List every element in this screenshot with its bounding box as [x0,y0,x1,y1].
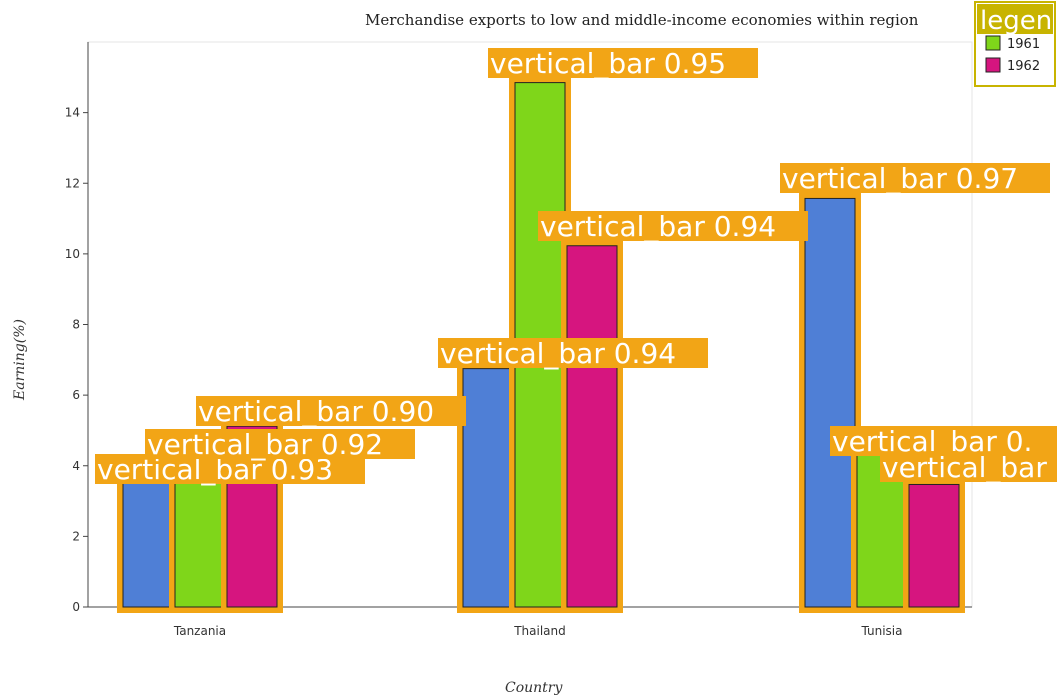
legend-title-box [977,4,1053,34]
legend-title: legen [980,6,1052,36]
x-tick-label: Tunisia [861,624,903,638]
annotation-box [780,163,1050,193]
annotation-box [196,396,466,426]
y-tick-label: 12 [65,176,80,190]
bar[interactable] [566,245,618,608]
annotation-label: vertical_bar 0.94 [440,337,676,370]
annotation-box [880,452,1057,482]
annotation-label: vertical_bar 0.95 [490,47,726,80]
legend-swatch [985,57,1001,73]
bar-highlight [799,192,861,613]
x-tick-label: Thailand [513,624,566,638]
bar[interactable] [804,197,856,608]
legend-swatch [985,35,1001,51]
y-axis-label: Earning(%) [12,319,28,401]
bar[interactable] [908,483,960,608]
bar[interactable] [462,368,514,608]
y-tick-label: 10 [65,247,80,261]
legend-entry: 1961 [1007,37,1040,52]
chart-title: Merchandise exports to low and middle-in… [365,11,919,29]
bar[interactable] [122,482,174,608]
y-tick-label: 8 [72,318,80,332]
annotation-box [538,211,808,241]
annotation-box [438,338,708,368]
x-axis-label: Country [505,680,563,696]
bar[interactable] [174,479,226,608]
y-tick-label: 2 [72,529,80,543]
annotation-label: vertical_bar 0.97 [782,162,1018,195]
x-tick-label: Tanzania [173,624,226,638]
annotation-box [488,48,758,78]
y-tick-label: 0 [72,600,80,614]
annotation-box [145,429,415,459]
annotation-label: vertical_bar 0.94 [540,210,776,243]
y-tick-label: 14 [65,106,80,120]
annotation-label: vertical_bar 0.90 [198,395,434,428]
annotation-label: vertical_bar 0.92 [147,428,383,461]
y-tick-label: 6 [72,388,80,402]
y-tick-label: 4 [72,459,80,473]
legend-entry: 1962 [1007,59,1040,74]
annotation-label: vertical_bar [882,451,1047,484]
bar-highlight [561,239,623,614]
annotation-box [830,426,1057,456]
